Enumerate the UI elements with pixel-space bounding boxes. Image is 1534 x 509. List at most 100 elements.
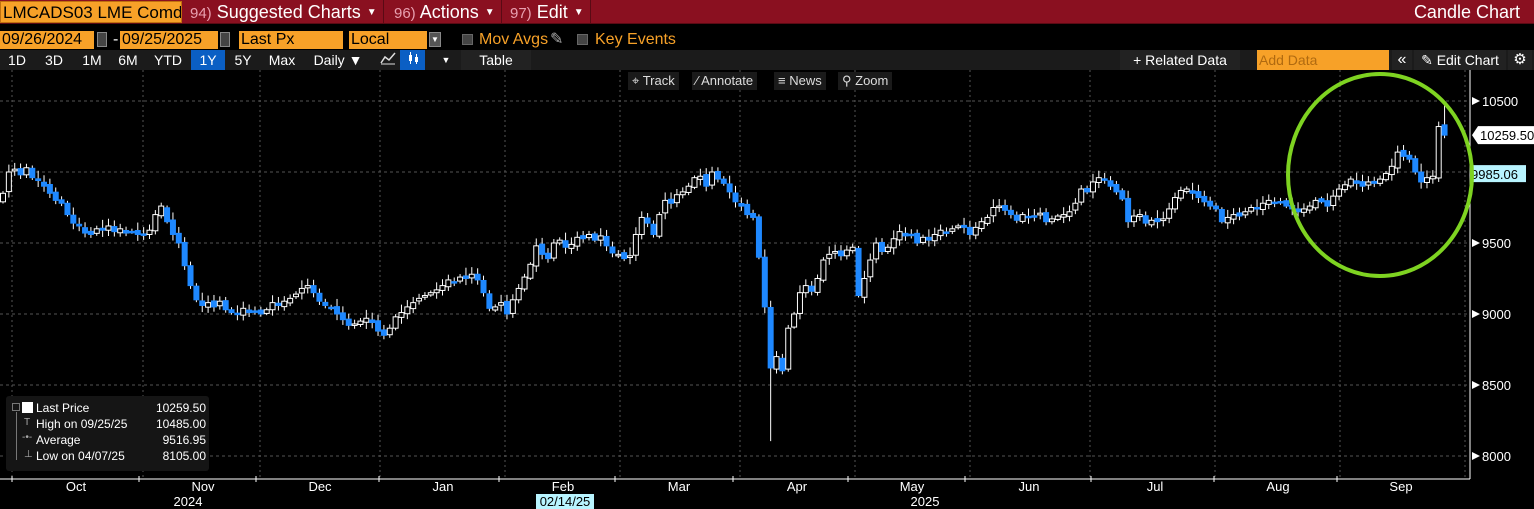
edit-menu[interactable]: 97) Edit ▼	[504, 0, 591, 24]
candle	[1353, 172, 1360, 190]
candle-body-down	[17, 168, 24, 176]
period-select[interactable]: Daily ▼	[305, 50, 371, 70]
candle	[105, 218, 112, 237]
candle	[1060, 207, 1067, 224]
candle	[1336, 183, 1343, 201]
candle-body-down	[1025, 215, 1032, 219]
candle-body-up	[884, 246, 891, 253]
candle	[832, 244, 839, 259]
candle-body-up	[814, 278, 821, 293]
candle	[1130, 209, 1137, 227]
candle-body-down	[29, 167, 36, 179]
menu-number: 94)	[190, 5, 212, 22]
collapse-legend-icon[interactable]	[12, 403, 20, 411]
candle-chart-icon[interactable]	[400, 50, 425, 70]
range-ytd[interactable]: YTD	[146, 50, 190, 70]
candle	[304, 278, 311, 294]
candle	[750, 209, 757, 221]
candle	[234, 305, 241, 321]
candle-body-up	[697, 175, 704, 180]
candle-body-up	[1177, 189, 1184, 199]
candle	[855, 245, 862, 298]
start-date-input[interactable]: 09/26/2024	[0, 31, 94, 49]
candle-body-up	[351, 323, 358, 326]
collapse-icon[interactable]: «	[1392, 50, 1412, 70]
candle	[1089, 173, 1096, 199]
pencil-icon[interactable]: ✎	[550, 31, 564, 48]
candle-body-down	[902, 232, 909, 237]
candle-body-down	[925, 236, 932, 241]
range-5y[interactable]: 5Y	[225, 50, 261, 70]
add-data-input[interactable]: Add Data	[1257, 50, 1389, 70]
calendar-icon[interactable]	[97, 32, 107, 47]
line-chart-icon[interactable]	[375, 50, 400, 70]
candle	[597, 228, 604, 247]
candle	[744, 199, 751, 219]
gear-icon[interactable]: ⚙	[1508, 50, 1532, 70]
x-tick-label: Aug	[1266, 479, 1289, 494]
chart-type-dropdown[interactable]: ▼	[433, 50, 459, 70]
candle-body-up	[972, 226, 979, 236]
candle-body-down	[275, 302, 282, 306]
title-bar: LMCADS03 LME Comdty 94) Suggested Charts…	[0, 0, 1534, 24]
range-1y[interactable]: 1Y	[191, 50, 225, 70]
candle-body-down	[1254, 207, 1261, 210]
candle-body-up	[615, 253, 622, 257]
candle-body-down	[234, 312, 241, 316]
range-max[interactable]: Max	[261, 50, 303, 70]
candle-body-up	[492, 306, 499, 311]
calendar-icon[interactable]	[220, 32, 230, 47]
candle	[1013, 211, 1020, 224]
field-select[interactable]: Last Px	[239, 31, 343, 49]
candle	[984, 214, 991, 226]
year-label: 2025	[911, 494, 940, 509]
track-tool[interactable]: ⌖ Track	[628, 72, 679, 90]
candle	[5, 164, 12, 198]
candle-body-up	[685, 185, 692, 193]
mov-avgs-checkbox[interactable]	[462, 34, 473, 45]
related-data-button[interactable]: + Related Data	[1120, 50, 1240, 70]
candle-body-up	[1306, 205, 1313, 211]
range-3d[interactable]: 3D	[34, 50, 74, 70]
candle	[316, 288, 323, 305]
candle	[755, 214, 762, 260]
candle	[228, 307, 235, 315]
candle-body-down	[1406, 154, 1413, 160]
candle-body-down	[744, 203, 751, 216]
candle-body-up	[5, 171, 12, 193]
candle	[11, 162, 18, 176]
candle-body-up	[386, 327, 393, 336]
legend-high-value: 10485.00	[155, 417, 206, 431]
x-tick-label: Apr	[787, 479, 808, 494]
chevron-down-icon[interactable]: ▼	[429, 32, 441, 47]
candle	[1166, 202, 1173, 224]
ticker-field[interactable]: LMCADS03 LME Comdty	[0, 1, 182, 23]
end-date-input[interactable]: 09/25/2025	[120, 31, 218, 49]
candle	[1177, 186, 1184, 202]
range-1d[interactable]: 1D	[0, 50, 34, 70]
currency-select[interactable]: Local CCY	[349, 31, 427, 66]
candle-chart[interactable]: 8000 8500 9000 9500 10500 10259.50 9985.06 Oct N…	[0, 70, 1534, 509]
candle-body-down	[1119, 190, 1126, 200]
candle-body-down	[650, 223, 657, 235]
news-tool[interactable]: ≡ News	[774, 72, 826, 90]
table-button[interactable]: Table	[461, 50, 531, 70]
zoom-tool[interactable]: ⚲ Zoom	[838, 72, 893, 90]
candle	[1101, 172, 1108, 184]
candle-body-up	[1330, 195, 1337, 207]
candle	[685, 182, 692, 196]
edit-chart-button[interactable]: ✎ Edit Chart	[1414, 50, 1506, 70]
candle-body-down	[1013, 214, 1020, 221]
candle-body-up	[896, 231, 903, 241]
candle	[41, 175, 48, 192]
candle	[339, 306, 346, 325]
actions-menu[interactable]: 96) Actions ▼	[388, 0, 502, 24]
candle	[1172, 192, 1178, 213]
range-1m[interactable]: 1M	[74, 50, 110, 70]
suggested-charts-menu[interactable]: 94) Suggested Charts ▼	[184, 0, 384, 24]
candle-body-down	[767, 306, 774, 369]
annotate-tool[interactable]: ⁄ Annotate	[692, 72, 758, 90]
candle	[82, 222, 89, 238]
key-events-checkbox[interactable]	[577, 34, 588, 45]
range-6m[interactable]: 6M	[110, 50, 146, 70]
